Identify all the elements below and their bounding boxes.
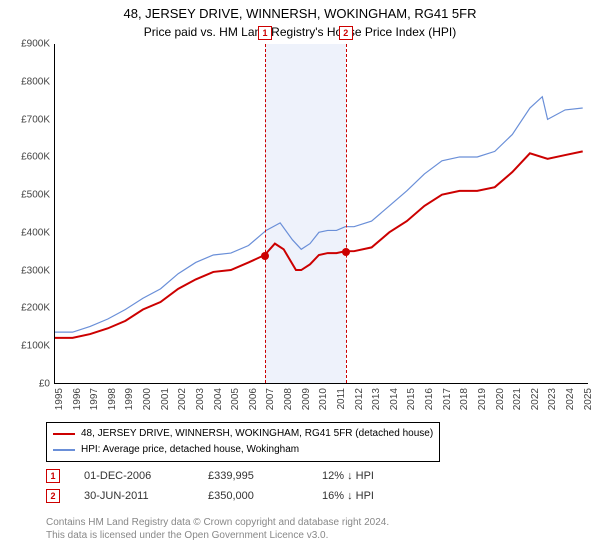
x-tick-label: 2013 [371,388,382,410]
y-tick-label: £100K [21,341,50,352]
line-svg [55,44,588,383]
chart-title: 48, JERSEY DRIVE, WINNERSH, WOKINGHAM, R… [0,0,600,21]
x-tick-label: 2005 [230,388,241,410]
legend-label: HPI: Average price, detached house, Woki… [81,443,299,457]
legend-swatch [53,449,75,451]
sale-marker-box: 2 [339,26,353,40]
sale-point [342,248,350,256]
y-tick-label: £400K [21,227,50,238]
sale-row: 1 01-DEC-2006 £339,995 12% ↓ HPI [46,466,412,486]
x-tick-label: 1995 [54,388,65,410]
y-tick-label: £200K [21,303,50,314]
x-tick-label: 2015 [406,388,417,410]
footer-line-2: This data is licensed under the Open Gov… [46,529,389,542]
y-tick-label: £900K [21,39,50,50]
sale-vs-hpi: 16% ↓ HPI [322,490,412,502]
y-tick-label: £500K [21,190,50,201]
y-tick-label: £0 [39,379,50,390]
sale-vs-hpi: 12% ↓ HPI [322,470,412,482]
y-axis: £0£100K£200K£300K£400K£500K£600K£700K£80… [8,44,52,384]
series-property [55,151,583,337]
x-tick-label: 2009 [301,388,312,410]
sale-price: £339,995 [208,470,298,482]
legend-item: HPI: Average price, detached house, Woki… [53,442,433,458]
x-tick-label: 2002 [177,388,188,410]
x-tick-label: 2012 [354,388,365,410]
x-tick-label: 2008 [283,388,294,410]
legend-item: 48, JERSEY DRIVE, WINNERSH, WOKINGHAM, R… [53,426,433,442]
x-tick-label: 2025 [583,388,594,410]
sales-table: 1 01-DEC-2006 £339,995 12% ↓ HPI 2 30-JUN-201… [46,466,412,506]
x-tick-label: 2018 [459,388,470,410]
y-tick-label: £700K [21,114,50,125]
x-tick-label: 2000 [142,388,153,410]
x-tick-label: 2011 [336,388,347,410]
chart-container: 48, JERSEY DRIVE, WINNERSH, WOKINGHAM, R… [0,0,600,560]
y-tick-label: £600K [21,152,50,163]
sale-row-marker: 2 [46,489,60,503]
chart-subtitle: Price paid vs. HM Land Registry's House … [0,21,600,43]
footer: Contains HM Land Registry data © Crown c… [46,516,389,542]
x-tick-label: 2021 [512,388,523,410]
footer-line-1: Contains HM Land Registry data © Crown c… [46,516,389,529]
sale-row-marker: 1 [46,469,60,483]
x-axis: 1995 1996 1997 1998 1999 2000 2001 2002 2003 2004… [54,384,588,414]
x-tick-label: 2017 [442,388,453,410]
x-tick-label: 1998 [107,388,118,410]
sale-row: 2 30-JUN-2011 £350,000 16% ↓ HPI [46,486,412,506]
legend-label: 48, JERSEY DRIVE, WINNERSH, WOKINGHAM, R… [81,427,433,441]
sale-marker-box: 1 [258,26,272,40]
sale-vline [265,44,266,383]
x-tick-label: 2019 [477,388,488,410]
x-tick-label: 2022 [530,388,541,410]
sale-vline [346,44,347,383]
y-tick-label: £300K [21,265,50,276]
x-tick-label: 2014 [389,388,400,410]
x-tick-label: 1999 [124,388,135,410]
x-tick-label: 2006 [248,388,259,410]
x-tick-label: 2001 [160,388,171,410]
x-tick-label: 2020 [495,388,506,410]
x-tick-label: 2023 [547,388,558,410]
x-tick-label: 1996 [72,388,83,410]
x-tick-label: 2024 [565,388,576,410]
x-tick-label: 2010 [318,388,329,410]
x-tick-label: 2007 [265,388,276,410]
x-tick-label: 1997 [89,388,100,410]
legend-swatch [53,433,75,435]
series-hpi [55,97,583,332]
sale-date: 30-JUN-2011 [84,490,184,502]
plot-area: 12 [54,44,588,384]
sale-point [261,252,269,260]
x-tick-label: 2004 [213,388,224,410]
sale-date: 01-DEC-2006 [84,470,184,482]
y-tick-label: £800K [21,76,50,87]
sale-price: £350,000 [208,490,298,502]
x-tick-label: 2003 [195,388,206,410]
x-tick-label: 2016 [424,388,435,410]
chart-area: £0 £100K £200K £300K £400K £500K £600K £700K £80… [8,44,592,414]
legend: 48, JERSEY DRIVE, WINNERSH, WOKINGHAM, R… [46,422,440,462]
